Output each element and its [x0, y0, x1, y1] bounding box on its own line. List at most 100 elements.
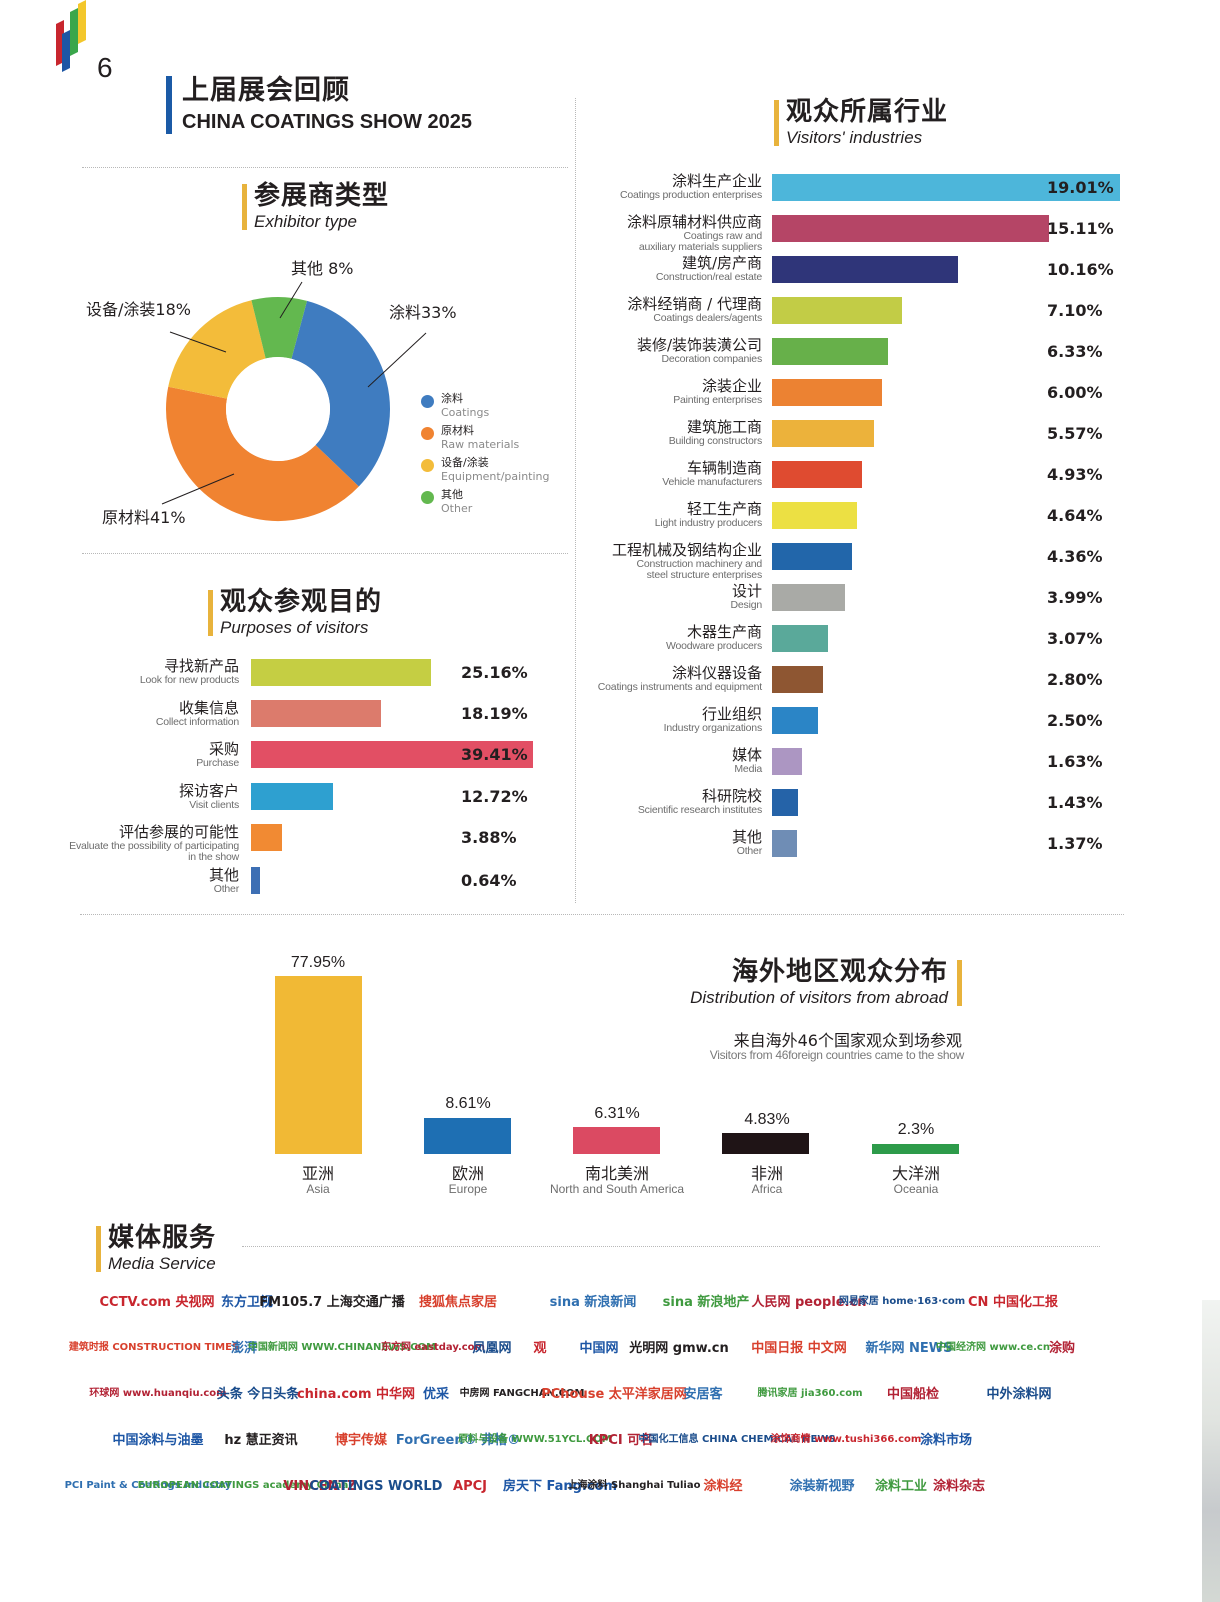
bar-value: 15.11%	[1047, 219, 1114, 238]
bar-label-en: Other	[213, 883, 239, 895]
media-logo: EUROPEAN COATINGS academy China	[137, 1480, 349, 1491]
bar-label: 轻工生产商	[686, 500, 762, 518]
industry-row: 木器生产商 Woodware producers 3.07%	[580, 623, 1140, 664]
bar-label: 行业组织	[701, 705, 762, 723]
bar-label-group: 行业组织 Industry organizations	[580, 705, 763, 734]
media-logo: 涂料市场	[919, 1432, 972, 1448]
media-logo: 搜狐焦点家居	[418, 1294, 497, 1310]
media-heading: 媒体服务 Media Service	[96, 1222, 216, 1274]
media-logo: 中国经济网 www.ce.cn	[936, 1342, 1050, 1353]
media-logo-row: CCTV.com 央视网 东方卫视 FM105.7 上海交通广播 搜狐焦点家居 sina…	[100, 1282, 1080, 1326]
media-logo: 建筑时报 CONSTRUCTION TIMES	[68, 1342, 240, 1353]
media-logo: 腾讯家居 jia360.com	[757, 1388, 863, 1399]
bar-label: 亚洲	[301, 1164, 334, 1183]
bar-value: 5.57%	[1047, 424, 1103, 443]
bar	[772, 174, 1120, 201]
exhibitor-type-heading: 参展商类型 Exhibitor type	[242, 180, 389, 232]
bar-label: 木器生产商	[686, 623, 762, 641]
media-logo: 中国化工信息 CHINA CHEMICAL NEWS	[638, 1434, 836, 1445]
media-logo: 新华网 NEWS	[865, 1340, 953, 1356]
bar	[772, 707, 818, 734]
legend-label: 原材料	[441, 424, 474, 437]
bar-label-en: Construction machinery and	[636, 558, 762, 570]
legend-item: 原材料 Raw materials	[421, 424, 581, 456]
bar-label-en: Coatings instruments and equipment	[597, 681, 762, 693]
bar-label-en: Purchase	[196, 757, 239, 769]
bar-value: 4.36%	[1047, 547, 1103, 566]
bar-label-en: Coatings raw and	[683, 230, 762, 242]
bar-africa	[722, 1133, 809, 1154]
bar-label: 欧洲	[451, 1164, 484, 1183]
bar-value: 6.31%	[594, 1105, 640, 1122]
exhibitor-donut-chart	[166, 297, 390, 521]
bar-label: 涂料仪器设备	[671, 664, 762, 682]
media-logo-grid: CCTV.com 央视网 东方卫视 FM105.7 上海交通广播 搜狐焦点家居 sina…	[65, 1282, 1080, 1512]
media-logo-row: 建筑时报 CONSTRUCTION TIMES 澎湃 中国新闻网 WWW.CHINA…	[68, 1328, 1080, 1372]
media-title-en: Media Service	[108, 1254, 216, 1273]
media-logo: FM105.7 上海交通广播	[259, 1294, 405, 1310]
bar-label: 探访客户	[178, 782, 239, 800]
overseas-title-cn: 海外地区观众分布	[731, 957, 948, 987]
donut-label-equipment: 设备/涂装18%	[86, 300, 191, 319]
bar-label: 涂料经销商 / 代理商	[627, 295, 762, 313]
bar-label-group: 工程机械及钢结构企业 Construction machinery and stee…	[580, 542, 762, 581]
purposes-bar-chart: 寻找新产品 Look for new products 25.16% 收集信息 Co…	[0, 656, 580, 906]
background-photo-edge	[1202, 1300, 1220, 1602]
media-logo: 光明网 gmw.cn	[629, 1340, 729, 1356]
bar-europe	[424, 1118, 511, 1154]
bar-label-en: steel structure enterprises	[646, 569, 763, 581]
industry-row: 涂料生产企业 Coatings production enterprises 19.…	[580, 172, 1140, 213]
industry-row: 设计 Design 3.99%	[580, 582, 1140, 623]
bar-value: 4.83%	[744, 1111, 790, 1128]
media-logo: 澎湃	[230, 1340, 257, 1356]
exhibitor-title-cn: 参展商类型	[254, 181, 390, 211]
legend-dot-icon	[421, 395, 434, 408]
heading-accent-bar	[208, 590, 213, 636]
bar-label-group: 涂装企业 Painting enterprises	[580, 378, 762, 406]
media-logo: APCJ	[453, 1478, 487, 1494]
bar-label: 科研院校	[701, 787, 762, 805]
media-logo: 中国网	[579, 1340, 619, 1356]
legend-label-en: Other	[441, 502, 473, 515]
industry-row: 轻工生产商 Light industry producers 4.64%	[580, 500, 1140, 541]
legend-dot-icon	[421, 459, 434, 472]
industry-row: 建筑施工商 Building constructors 5.57%	[580, 418, 1140, 459]
media-logo: 安居客	[683, 1386, 723, 1402]
donut-legend: 涂料 Coatings 原材料 Raw materials 设备/涂装 Equi…	[421, 392, 581, 520]
media-logo: 网易家居 home·163·com	[838, 1296, 966, 1307]
media-logo: 上海涂料 Shanghai Tuliao	[567, 1480, 701, 1491]
bar-value: 3.07%	[1047, 629, 1103, 648]
bar-label-group: 建筑施工商 Building constructors	[580, 419, 762, 447]
slice-equipment	[166, 297, 390, 521]
bar-label: 涂装企业	[701, 377, 762, 395]
page-title: 上届展会回顾 CHINA COATINGS SHOW 2025	[166, 74, 472, 136]
bar	[772, 789, 798, 816]
media-logo: 环球网 www.huanqiu.com	[89, 1388, 227, 1399]
media-logo: 涂购	[1048, 1340, 1075, 1356]
media-logo: VINCENTZ	[283, 1478, 357, 1494]
bar-label-en: Look for new products	[139, 674, 239, 686]
donut-label-raw-materials: 原材料41%	[102, 508, 186, 527]
media-logo: 博宇传媒	[334, 1432, 387, 1448]
bar-label-en: Building constructors	[668, 435, 762, 447]
legend-label-en: Raw materials	[441, 438, 520, 451]
bar-label-group: 科研院校 Scientific research institutes	[580, 788, 762, 816]
divider-vertical	[575, 98, 576, 903]
media-logo: 中国船检	[886, 1386, 939, 1402]
bar-label: 其他	[731, 828, 762, 846]
bar	[772, 748, 802, 775]
bar-value: 3.99%	[1047, 588, 1103, 607]
legend-dot-icon	[421, 491, 434, 504]
bar-value: 6.00%	[1047, 383, 1103, 402]
bar	[772, 338, 888, 365]
bar-label: 大洋洲	[891, 1164, 940, 1183]
bar-label: 涂料生产企业	[671, 172, 762, 190]
bar-value: 10.16%	[1047, 260, 1114, 279]
media-logo: 中国新闻网 WWW.CHINANEWS.COM	[247, 1342, 437, 1353]
media-logo: 涂饰商情 www.tushi366.com	[770, 1434, 922, 1445]
bar-label-group: 轻工生产商 Light industry producers	[580, 501, 762, 529]
industries-heading: 观众所属行业 Visitors' industries	[774, 96, 948, 148]
bar	[772, 379, 882, 406]
bar-label-en: Media	[734, 763, 762, 775]
bar-label: 涂料原辅材料供应商	[626, 213, 762, 231]
